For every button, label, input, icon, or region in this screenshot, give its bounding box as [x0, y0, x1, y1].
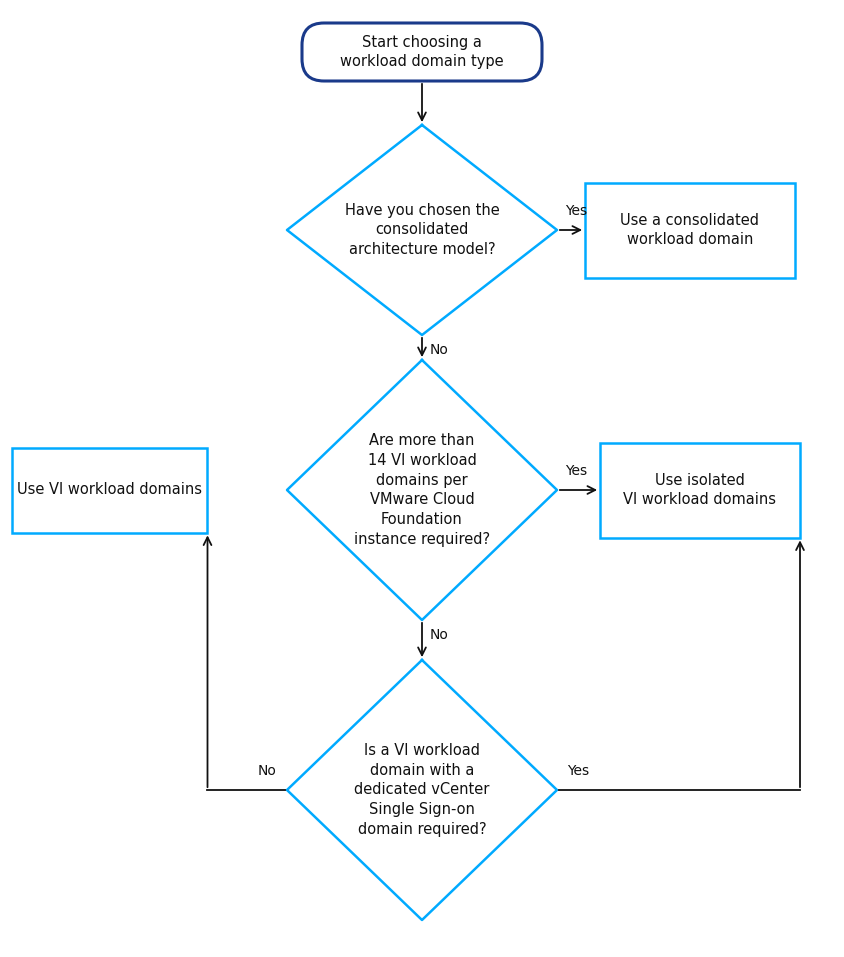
- FancyBboxPatch shape: [301, 23, 541, 81]
- Bar: [599, 442, 799, 538]
- Text: Start choosing a
workload domain type: Start choosing a workload domain type: [340, 34, 503, 70]
- Text: Are more than
14 VI workload
domains per
VMware Cloud
Foundation
instance requir: Are more than 14 VI workload domains per…: [354, 433, 490, 547]
- Text: Yes: Yes: [565, 464, 587, 478]
- Text: Use isolated
VI workload domains: Use isolated VI workload domains: [623, 473, 776, 507]
- Text: Is a VI workload
domain with a
dedicated vCenter
Single Sign-on
domain required?: Is a VI workload domain with a dedicated…: [354, 743, 490, 837]
- Text: Yes: Yes: [566, 764, 588, 778]
- Text: No: No: [430, 343, 448, 357]
- Text: No: No: [430, 628, 448, 642]
- Bar: [584, 183, 794, 278]
- Text: Use a consolidated
workload domain: Use a consolidated workload domain: [619, 212, 759, 248]
- Text: No: No: [257, 764, 277, 778]
- Text: Yes: Yes: [565, 204, 587, 218]
- Text: Use VI workload domains: Use VI workload domains: [18, 482, 203, 498]
- Text: Have you chosen the
consolidated
architecture model?: Have you chosen the consolidated archite…: [344, 203, 499, 257]
- Bar: [13, 448, 208, 532]
